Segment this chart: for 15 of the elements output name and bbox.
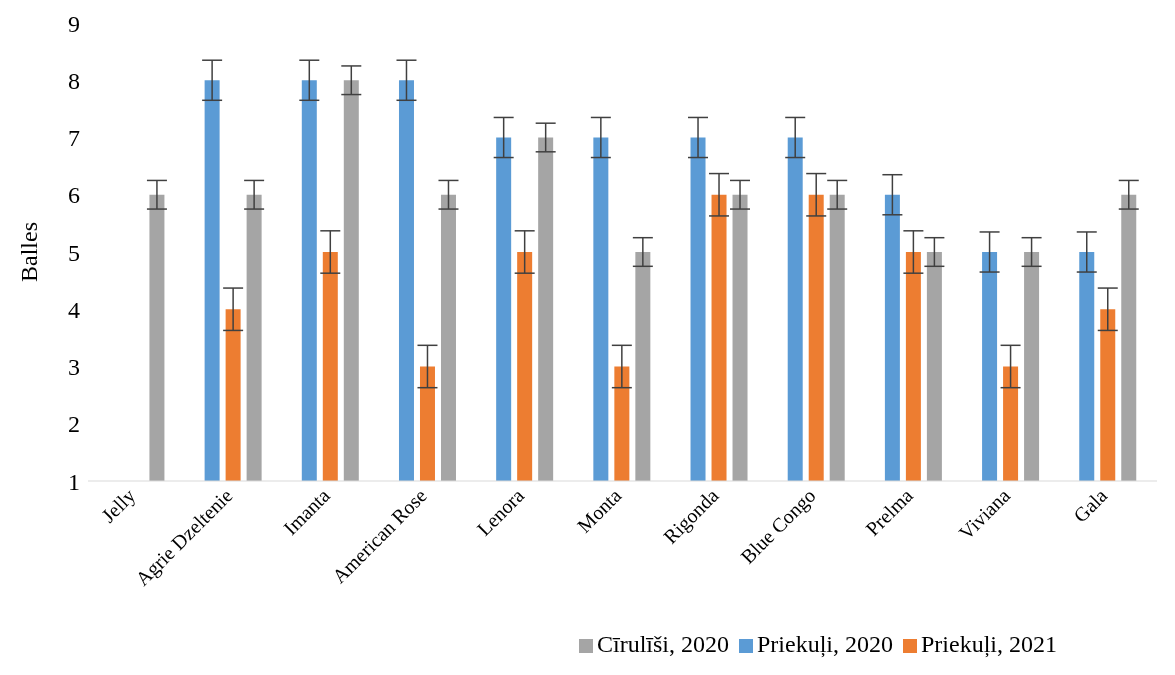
x-tick-label: Gala	[1068, 484, 1112, 527]
y-tick-label: 7	[68, 125, 80, 152]
y-tick-label: 6	[68, 182, 80, 209]
y-tick-label: 2	[68, 411, 80, 438]
legend-label: Priekuļi, 2020	[757, 631, 893, 657]
y-tick-label: 3	[68, 354, 80, 381]
y-tick-label: 4	[68, 296, 80, 323]
x-tick-label: Jelly	[97, 484, 141, 528]
y-tick-label: 8	[68, 67, 80, 94]
legend-label: Priekuļi, 2021	[921, 631, 1057, 657]
y-tick-label: 9	[68, 10, 80, 37]
y-tick-label: 1	[68, 468, 80, 495]
y-axis-title: Balles	[15, 222, 42, 282]
legend-label: Cīrulīši, 2020	[596, 631, 729, 657]
y-tick-label: 5	[68, 239, 80, 266]
